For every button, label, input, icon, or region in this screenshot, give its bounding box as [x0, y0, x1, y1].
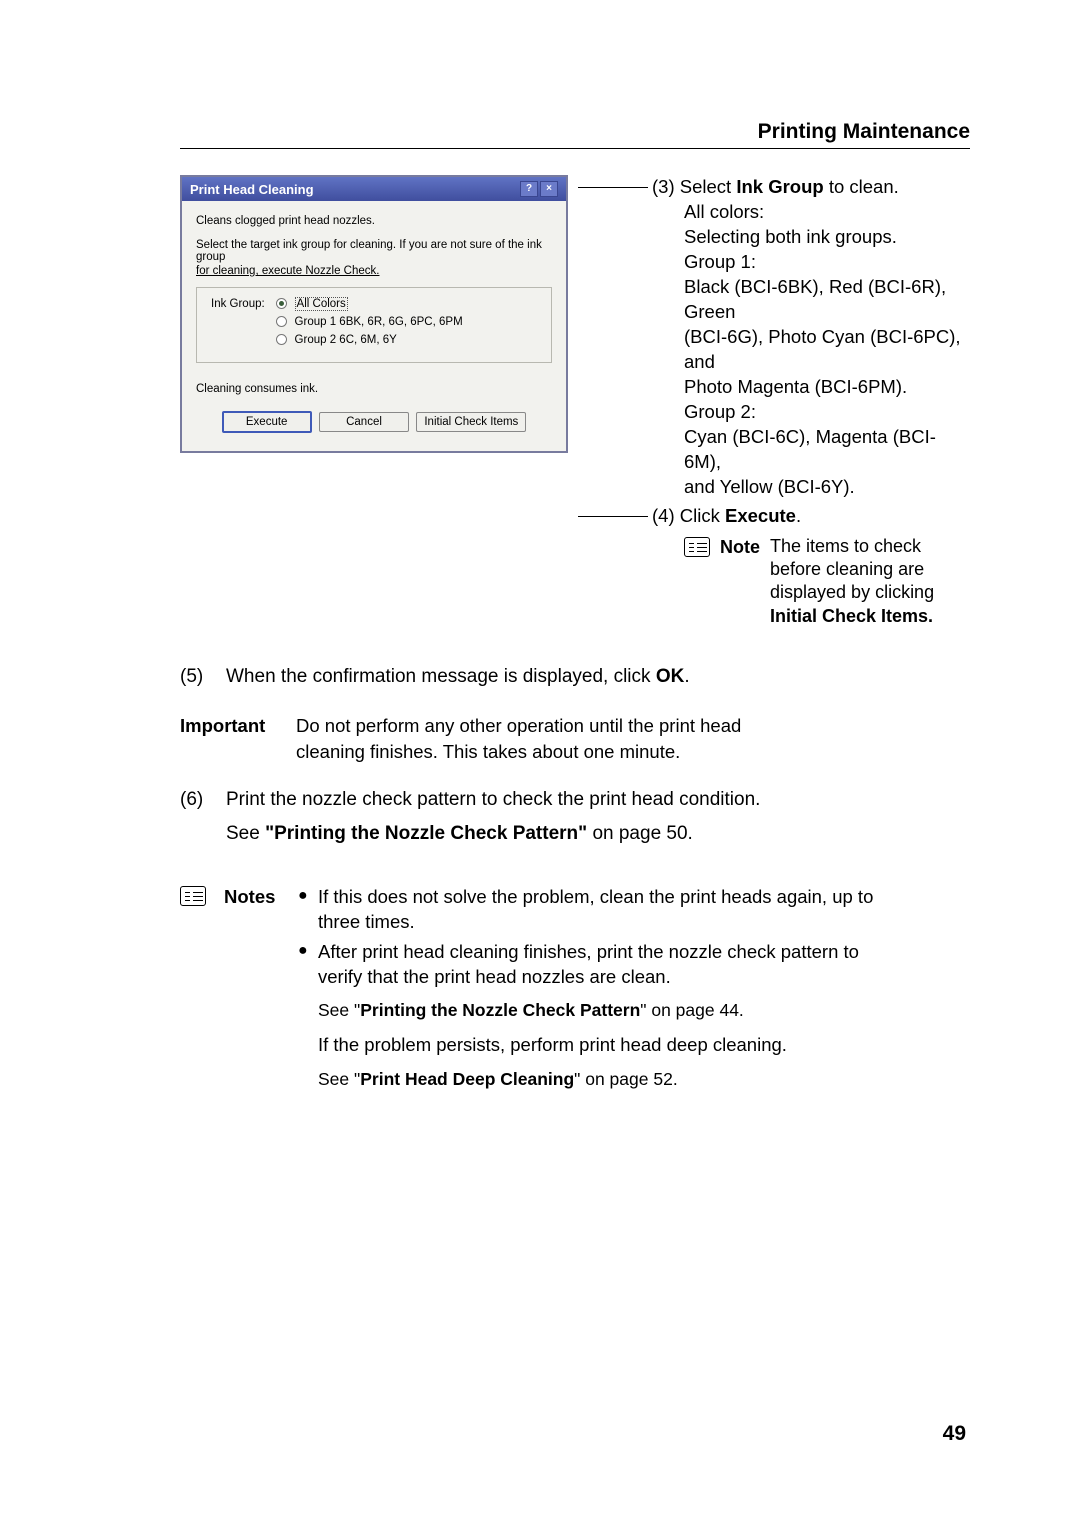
execute-button[interactable]: Execute: [222, 411, 312, 433]
notes-b1a: If this does not solve the problem, clea…: [318, 886, 873, 907]
note-l2: before cleaning are: [770, 558, 934, 581]
see-pre: See: [226, 823, 265, 844]
important-label: Important: [180, 713, 296, 765]
step5-text: When the confirmation message is display…: [226, 664, 970, 691]
header-rule: [180, 148, 970, 149]
see2-bold: Print Head Deep Cleaning: [360, 1069, 574, 1089]
callouts-column: (3) Select Ink Group to clean. All color…: [578, 175, 970, 628]
page-number: 49: [943, 1422, 966, 1446]
see1-bold: Printing the Nozzle Check Pattern: [360, 1000, 640, 1020]
dialog-titlebar: Print Head Cleaning ? ×: [182, 177, 566, 201]
cancel-button[interactable]: Cancel: [319, 412, 409, 432]
close-icon[interactable]: ×: [540, 181, 558, 197]
print-head-cleaning-dialog: Print Head Cleaning ? × Cleans clogged p…: [180, 175, 568, 453]
notes-b2b: verify that the print head nozzles are c…: [318, 966, 671, 987]
notes-b1b: three times.: [318, 911, 415, 932]
all-colors-label: All colors:: [684, 200, 970, 225]
ink-group-box: Ink Group: All Colors Group 1 6BK, 6R, 6…: [196, 287, 552, 363]
important-l2: cleaning finishes. This takes about one …: [296, 739, 970, 765]
group1-desc1: Black (BCI-6BK), Red (BCI-6R), Green: [684, 275, 970, 325]
notes-block: Notes ● If this does not solve the probl…: [180, 884, 970, 1102]
radio-group1[interactable]: Group 1 6BK, 6R, 6G, 6PC, 6PM: [276, 316, 462, 328]
notes-label: Notes: [224, 884, 290, 910]
radio-group2[interactable]: Group 2 6C, 6M, 6Y: [276, 334, 462, 346]
leader-line-3: [578, 187, 648, 188]
note-label: Note: [720, 535, 760, 559]
bullet-icon: ●: [298, 884, 318, 935]
step3-lead: Select Ink Group to clean.: [680, 176, 899, 197]
see-post: on page 50.: [587, 823, 693, 844]
important-l1: Do not perform any other operation until…: [296, 713, 970, 739]
radio-g1-label: Group 1 6BK, 6R, 6G, 6PC, 6PM: [295, 316, 463, 328]
group2-desc2: and Yellow (BCI-6Y).: [684, 475, 970, 500]
group1-desc2: (BCI-6G), Photo Cyan (BCI-6PC), and: [684, 325, 970, 375]
step5-num: (5): [180, 664, 226, 691]
see1-pre: See ": [318, 1000, 360, 1020]
bullet-icon: ●: [298, 939, 318, 990]
dialog-line1: Cleans clogged print head nozzles.: [196, 215, 552, 227]
note-icon: [684, 537, 710, 557]
consume-text: Cleaning consumes ink.: [196, 383, 552, 395]
step3-num: (3): [652, 176, 675, 197]
notes-icon: [180, 886, 206, 906]
page-header: Printing Maintenance: [180, 120, 970, 144]
radio-icon: [276, 316, 287, 327]
radio-icon: [276, 334, 287, 345]
radio-all-colors[interactable]: All Colors: [276, 298, 462, 310]
note-l1: The items to check: [770, 535, 934, 558]
radio-icon: [276, 298, 287, 309]
see-bold: "Printing the Nozzle Check Pattern": [265, 823, 587, 844]
step6: (6) Print the nozzle check pattern to ch…: [180, 787, 970, 814]
ink-group-label: Ink Group:: [211, 298, 273, 310]
notes-see1: See "Printing the Nozzle Check Pattern" …: [318, 998, 970, 1022]
dialog-title: Print Head Cleaning: [190, 182, 314, 197]
titlebar-icons: ? ×: [520, 181, 558, 197]
radio-g2-label: Group 2 6C, 6M, 6Y: [295, 334, 397, 346]
all-colors-desc: Selecting both ink groups.: [684, 225, 970, 250]
notes-see2: See "Print Head Deep Cleaning" on page 5…: [318, 1067, 970, 1091]
help-icon[interactable]: ?: [520, 181, 538, 197]
initial-check-items-button[interactable]: Initial Check Items: [416, 412, 526, 432]
step4-num: (4): [652, 505, 675, 526]
group1-label: Group 1:: [684, 250, 970, 275]
small-note: Note The items to check before cleaning …: [684, 535, 970, 629]
step4-text: Click Execute.: [680, 505, 801, 526]
notes-b2a: After print head cleaning finishes, prin…: [318, 941, 859, 962]
see2-post: " on page 52.: [574, 1069, 678, 1089]
step6-num: (6): [180, 787, 226, 814]
step5: (5) When the confirmation message is dis…: [180, 664, 970, 691]
dialog-line2a: Select the target ink group for cleaning…: [196, 239, 552, 263]
group1-desc3: Photo Magenta (BCI-6PM).: [684, 375, 970, 400]
group2-label: Group 2:: [684, 400, 970, 425]
important-block: Important Do not perform any other opera…: [180, 713, 970, 765]
note-l3: displayed by clicking: [770, 581, 934, 604]
see2-pre: See ": [318, 1069, 360, 1089]
group2-desc1: Cyan (BCI-6C), Magenta (BCI-6M),: [684, 425, 970, 475]
radio-all-label: All Colors: [295, 297, 348, 311]
step6-see: See "Printing the Nozzle Check Pattern" …: [226, 821, 970, 848]
note-l4: Initial Check Items.: [770, 605, 934, 628]
step6-text: Print the nozzle check pattern to check …: [226, 787, 970, 814]
notes-persist: If the problem persists, perform print h…: [318, 1032, 970, 1058]
leader-line-4: [578, 516, 648, 517]
dialog-line2b: for cleaning, execute Nozzle Check.: [196, 265, 552, 277]
see1-post: " on page 44.: [640, 1000, 744, 1020]
